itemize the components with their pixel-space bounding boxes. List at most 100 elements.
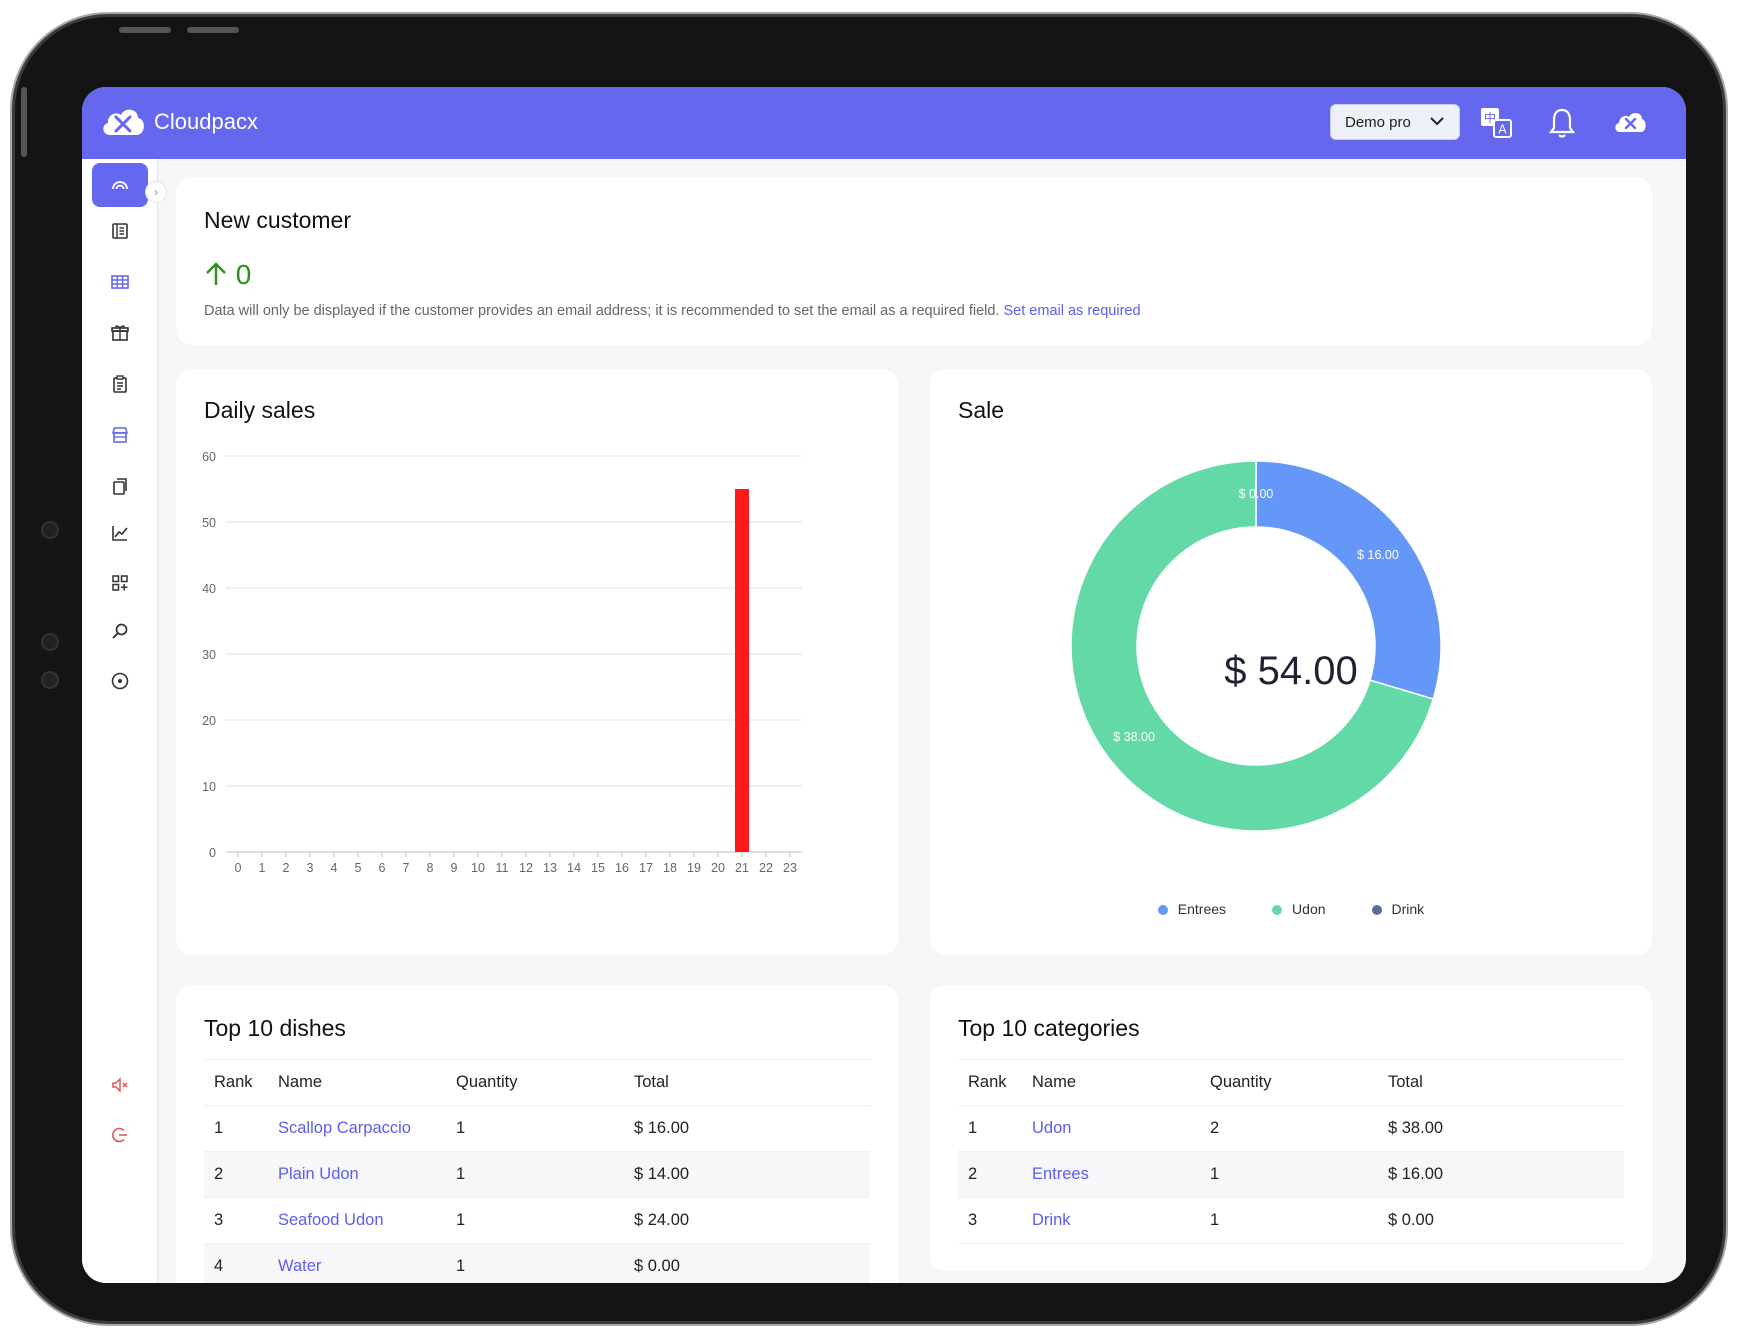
table-cell: Udon [1022, 1105, 1200, 1152]
sidebar: › [82, 159, 167, 1283]
top-categories-card: Top 10 categories Rank Name Quantity Total 1… [930, 985, 1652, 1271]
sidebar-item-search[interactable] [92, 609, 148, 653]
bar[interactable] [735, 489, 749, 852]
x-tick-label: 23 [783, 861, 797, 875]
y-tick-label: 0 [209, 846, 216, 860]
table-row: 1 Scallop Carpaccio 1 $ 16.00 [204, 1105, 870, 1152]
tables-icon [111, 275, 129, 289]
item-link[interactable]: Udon [1032, 1119, 1072, 1137]
set-email-required-link[interactable]: Set email as required [1003, 303, 1141, 319]
new-customer-card: New customer 0 Data will only be display… [176, 177, 1652, 345]
donut-slice[interactable] [1255, 460, 1442, 700]
x-tick-label: 17 [639, 861, 653, 875]
slice-label: $ 38.00 [1113, 730, 1155, 744]
table-cell: $ 38.00 [1378, 1105, 1624, 1152]
legend-item[interactable]: Entrees [1157, 901, 1226, 917]
sidebar-item-store[interactable] [92, 413, 148, 457]
sidebar-item-apps[interactable] [92, 561, 148, 605]
item-link[interactable]: Entrees [1032, 1165, 1089, 1183]
x-tick-label: 13 [543, 861, 557, 875]
top-bar: Cloudpacx Demo pro 中 A [82, 87, 1686, 159]
store-select[interactable]: Demo pro [1330, 104, 1460, 140]
table-cell: $ 0.00 [1378, 1197, 1624, 1244]
sidebar-item-logout[interactable] [92, 1113, 148, 1157]
x-tick-label: 1 [259, 861, 266, 875]
chevron-down-icon [1429, 111, 1445, 136]
table-row: 3 Drink 1 $ 0.00 [958, 1197, 1624, 1244]
legend-item[interactable]: Udon [1272, 901, 1326, 917]
legend-label: Udon [1292, 901, 1326, 917]
daily-sales-card: Daily sales 0 10 20 30 40 50 60 0 1 2 3 4 5 6 7 8 9 10 11 1… [176, 369, 898, 955]
x-tick-label: 6 [379, 861, 386, 875]
card-title: New customer [204, 207, 351, 233]
item-link[interactable]: Water [278, 1257, 322, 1275]
table-header-row: Rank Name Quantity Total [958, 1059, 1624, 1106]
item-link[interactable]: Plain Udon [278, 1165, 359, 1183]
gift-icon [111, 325, 129, 341]
x-tick-label: 5 [355, 861, 362, 875]
sidebar-item-reports[interactable] [92, 362, 148, 406]
legend-item[interactable]: Drink [1371, 901, 1424, 917]
item-link[interactable]: Drink [1032, 1211, 1071, 1229]
bell-icon[interactable] [1544, 105, 1580, 141]
item-link[interactable]: Scallop Carpaccio [278, 1119, 411, 1137]
table-cell: Plain Udon [268, 1151, 446, 1198]
sidebar-item-dashboard[interactable] [92, 163, 148, 207]
cloud-logo-icon[interactable] [1612, 105, 1648, 141]
sidebar-item-analytics[interactable] [92, 511, 148, 555]
camera-dot [41, 671, 59, 689]
donut-total: $ 54.00 [1224, 649, 1358, 693]
table-cell: Drink [1022, 1197, 1200, 1244]
logout-icon [112, 1127, 127, 1143]
table-row: 3 Seafood Udon 1 $ 24.00 [204, 1197, 870, 1244]
legend-dot [1371, 905, 1382, 915]
x-tick-label: 8 [427, 861, 434, 875]
table-cell: Entrees [1022, 1151, 1200, 1198]
x-tick-label: 21 [735, 861, 749, 875]
table-row: 4 Water 1 $ 0.00 [204, 1243, 870, 1283]
table-row: 2 Entrees 1 $ 16.00 [958, 1151, 1624, 1198]
item-link[interactable]: Seafood Udon [278, 1211, 384, 1229]
sale-card: Sale $ 16.00 $ 38.00 $ 0.00 $ 54.00 Entree… [930, 369, 1652, 955]
table-cell: 1 [958, 1105, 1022, 1152]
table-cell: $ 0.00 [624, 1243, 870, 1283]
y-tick-label: 60 [202, 450, 216, 464]
sidebar-item-settings[interactable] [92, 659, 148, 703]
y-tick-label: 20 [202, 714, 216, 728]
x-tick-label: 19 [687, 861, 701, 875]
volume-button [187, 27, 239, 33]
svg-text:A: A [1498, 123, 1507, 137]
column-header: Rank [958, 1059, 1022, 1106]
x-tick-label: 16 [615, 861, 629, 875]
copy-icon [113, 478, 127, 495]
table-cell: 1 [1200, 1151, 1378, 1198]
table-header-row: Rank Name Quantity Total [204, 1059, 870, 1106]
table-row: 2 Plain Udon 1 $ 14.00 [204, 1151, 870, 1198]
new-customer-count: 0 [235, 259, 252, 290]
donut-slice[interactable] [1070, 460, 1435, 832]
sidebar-item-orders[interactable] [92, 209, 148, 253]
x-tick-label: 7 [403, 861, 410, 875]
brand-name: Cloudpacx [154, 109, 258, 134]
volume-button [119, 27, 171, 33]
table-cell: 3 [958, 1197, 1022, 1244]
card-title: Top 10 dishes [204, 1015, 346, 1041]
sale-donut-chart: $ 16.00 $ 38.00 $ 0.00 [1070, 460, 1442, 832]
table-cell: Seafood Udon [268, 1197, 446, 1244]
legend-dot [1157, 905, 1168, 915]
sidebar-item-copy[interactable] [92, 464, 148, 508]
slice-label: $ 0.00 [1239, 487, 1274, 501]
table-cell: 2 [204, 1151, 268, 1198]
power-button [21, 87, 27, 157]
svg-text:中: 中 [1484, 110, 1496, 125]
sidebar-item-gifts[interactable] [92, 311, 148, 355]
card-title: Daily sales [204, 397, 316, 423]
sidebar-item-tables[interactable] [92, 260, 148, 304]
sidebar-item-mute[interactable] [92, 1063, 148, 1107]
column-header: Total [624, 1059, 870, 1106]
column-header: Rank [204, 1059, 268, 1106]
x-tick-label: 14 [567, 861, 581, 875]
sidebar-collapse-button[interactable]: › [145, 181, 167, 203]
apps-icon [112, 575, 128, 591]
translate-icon[interactable]: 中 A [1478, 105, 1514, 141]
